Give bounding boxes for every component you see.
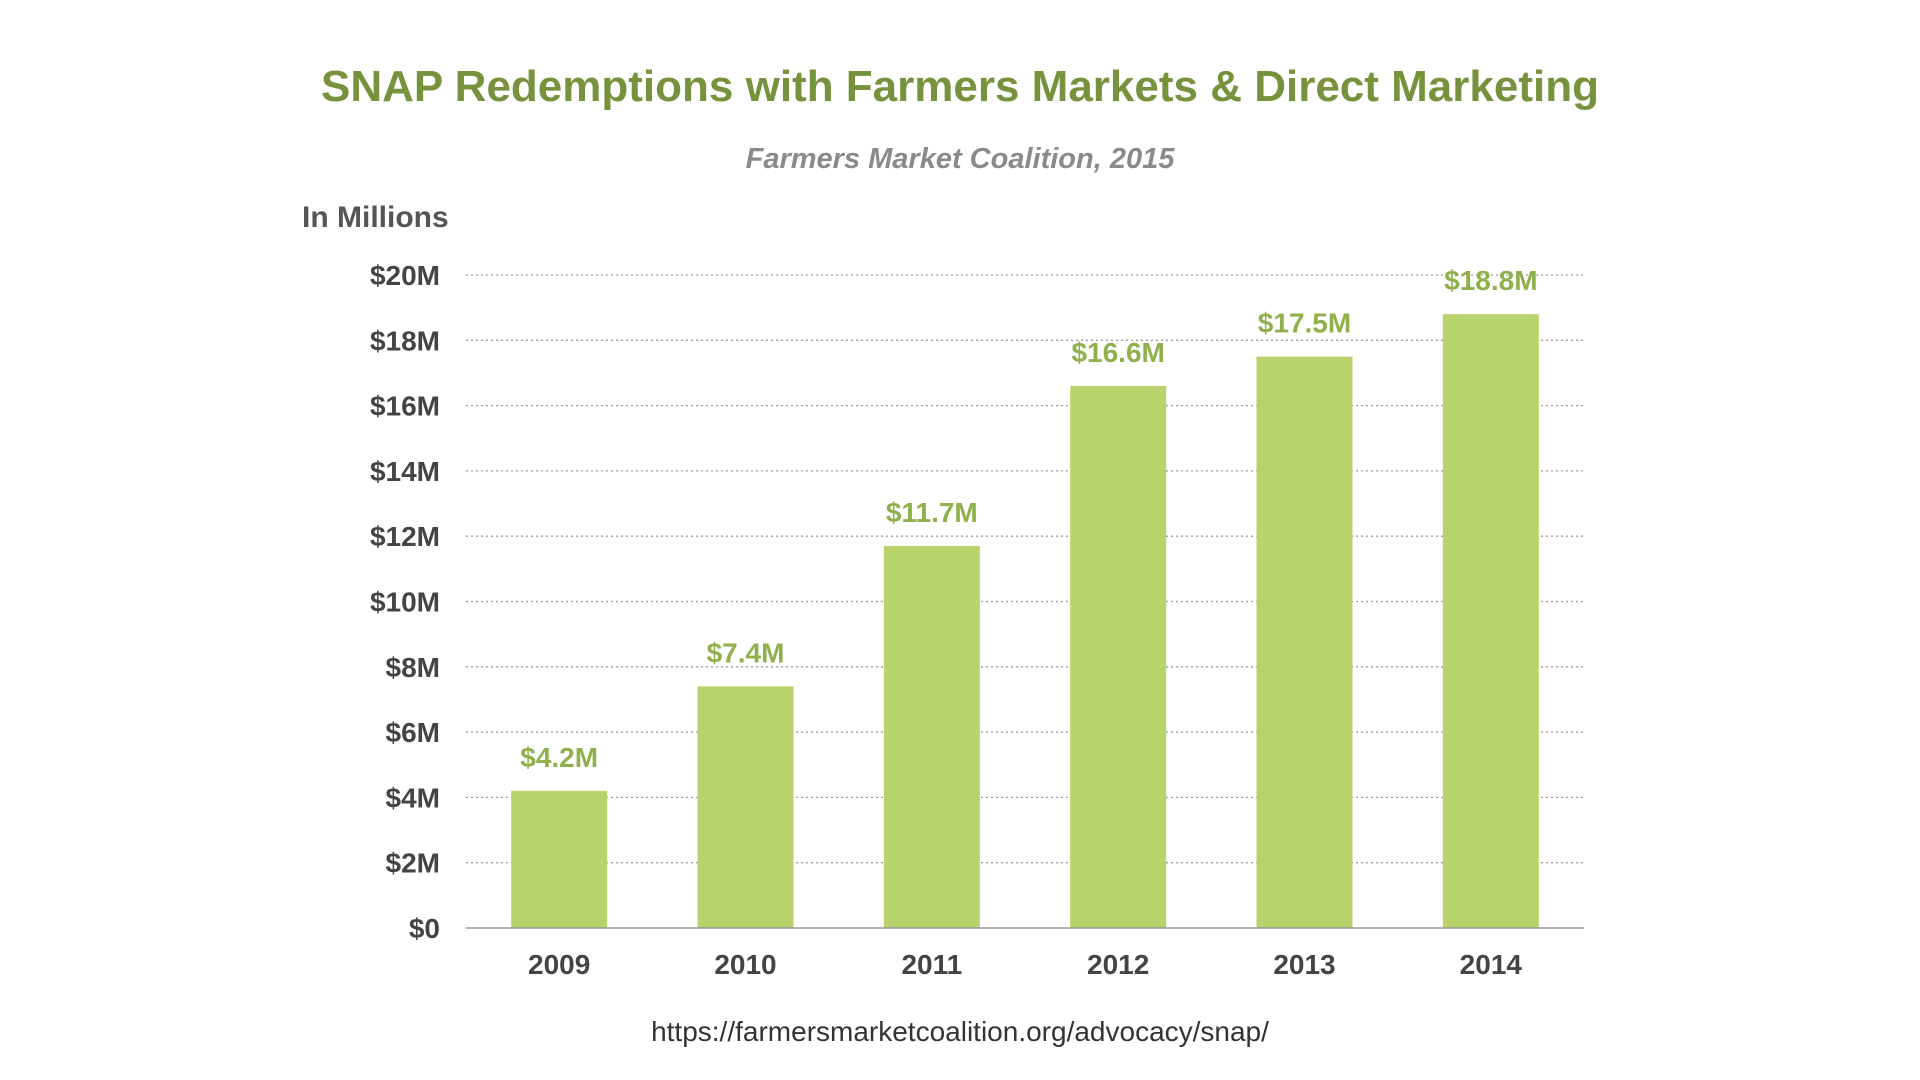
x-tick-label: 2014 bbox=[1460, 949, 1523, 980]
bar-2013 bbox=[1256, 356, 1353, 928]
source-url: https://farmersmarketcoalition.org/advoc… bbox=[651, 1016, 1269, 1047]
x-tick-label: 2013 bbox=[1273, 949, 1335, 980]
x-tick-label: 2012 bbox=[1087, 949, 1149, 980]
data-label-2011: $11.7M bbox=[886, 497, 978, 528]
data-labels: $4.2M $7.4M $11.7M $16.6M $17.5M $18.8M bbox=[520, 265, 1537, 773]
y-tick-label: $18M bbox=[370, 325, 440, 356]
y-tick-label: $2M bbox=[386, 848, 440, 879]
y-tick-label: $20M bbox=[370, 260, 440, 291]
y-tick-label: $14M bbox=[370, 456, 440, 487]
bar-2010 bbox=[697, 686, 794, 928]
y-tick-label: $8M bbox=[386, 652, 440, 683]
chart-subtitle: Farmers Market Coalition, 2015 bbox=[745, 143, 1175, 175]
gridlines bbox=[466, 274, 1584, 864]
data-label-2014: $18.8M bbox=[1444, 265, 1537, 296]
y-tick-label: $16M bbox=[370, 391, 440, 422]
data-label-2013: $17.5M bbox=[1258, 308, 1351, 339]
bar-2011 bbox=[883, 545, 980, 928]
x-tick-label: 2009 bbox=[528, 949, 590, 980]
y-tick-label: $6M bbox=[386, 717, 440, 748]
y-tick-label: $10M bbox=[370, 587, 440, 618]
x-axis-ticks: 2009 2010 2011 2012 2013 2014 bbox=[528, 949, 1522, 980]
x-tick-label: 2011 bbox=[901, 949, 962, 980]
bar-2012 bbox=[1070, 386, 1167, 928]
y-tick-label: $0 bbox=[409, 913, 440, 944]
data-label-2010: $7.4M bbox=[707, 637, 785, 668]
bars bbox=[511, 314, 1539, 928]
y-axis-ticks: $0 $2M $4M $6M $8M $10M $12M $14M $16M $18M $20M bbox=[370, 260, 440, 944]
chart-title: SNAP Redemptions with Farmers Markets & … bbox=[321, 62, 1599, 111]
y-tick-label: $12M bbox=[370, 521, 440, 552]
data-label-2009: $4.2M bbox=[520, 742, 598, 773]
x-tick-label: 2010 bbox=[714, 949, 776, 980]
y-tick-label: $4M bbox=[386, 782, 440, 813]
data-label-2012: $16.6M bbox=[1071, 337, 1164, 368]
y-axis-unit-label: In Millions bbox=[302, 201, 449, 234]
bar-2014 bbox=[1442, 314, 1539, 928]
bar-2009 bbox=[511, 790, 608, 928]
